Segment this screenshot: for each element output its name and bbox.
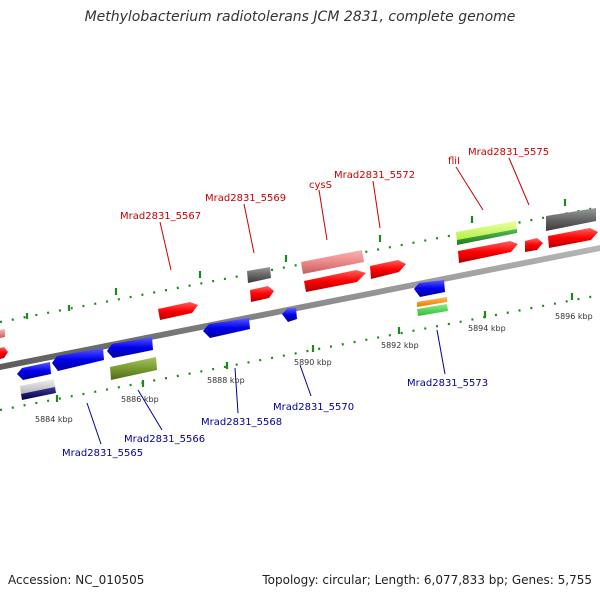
- gene-mrad2831-5568[interactable]: [203, 318, 250, 338]
- gene-mrad2831-5572[interactable]: [370, 260, 406, 279]
- gene-flil-green[interactable]: [457, 229, 517, 245]
- forward-gene-labels: Mrad2831_5567 Mrad2831_5569 cysS Mrad283…: [120, 147, 549, 222]
- tick-label-5886: 5886 kbp: [121, 395, 159, 404]
- gene-mrad2831-5573-orange[interactable]: [417, 297, 447, 307]
- gene-mrad2831-5575[interactable]: [548, 228, 598, 248]
- genome-summary-text: Topology: circular; Length: 6,077,833 bp…: [262, 573, 592, 587]
- gene-mrad2831-5565-b[interactable]: [52, 348, 104, 371]
- tick-label-5896: 5896 kbp: [555, 312, 593, 321]
- forward-label-leaders: [159, 157, 530, 271]
- gene-label-mrad2831-5572[interactable]: Mrad2831_5572: [334, 170, 415, 181]
- tick-label-5894: 5894 kbp: [468, 324, 506, 333]
- gene-flil[interactable]: [458, 241, 518, 263]
- gene-mrad2831-5565-a[interactable]: [17, 362, 51, 380]
- reverse-gene-labels: Mrad2831_5565 Mrad2831_5566 Mrad2831_556…: [62, 378, 488, 459]
- gene-cyss-pink[interactable]: [301, 250, 364, 274]
- gene-label-mrad2831-5565[interactable]: Mrad2831_5565: [62, 448, 143, 459]
- major-ticks: [25, 199, 574, 402]
- gene-label-flil[interactable]: fliI: [448, 156, 460, 167]
- gene-mrad2831-5566[interactable]: [107, 337, 153, 358]
- gene-partial-left-red[interactable]: [0, 347, 8, 359]
- gene-mrad2831-5575-gray[interactable]: [546, 208, 596, 231]
- gene-label-mrad2831-5567[interactable]: Mrad2831_5567: [120, 211, 201, 222]
- gene-mrad2831-5575-small[interactable]: [525, 238, 543, 252]
- forward-genes: [0, 208, 598, 359]
- gene-label-mrad2831-5573[interactable]: Mrad2831_5573: [407, 378, 488, 389]
- gene-label-mrad2831-5569[interactable]: Mrad2831_5569: [205, 193, 286, 204]
- gene-mrad2831-5567[interactable]: [158, 302, 198, 320]
- reverse-label-leaders: [86, 329, 446, 445]
- reverse-genes: [17, 280, 448, 400]
- gene-cyss[interactable]: [304, 270, 366, 292]
- tick-labels: 5884 kbp 5886 kbp 5888 kbp 5890 kbp 5892…: [35, 312, 593, 424]
- tick-label-5884: 5884 kbp: [35, 415, 73, 424]
- gene-label-mrad2831-5575[interactable]: Mrad2831_5575: [468, 147, 549, 158]
- gene-mrad2831-5573[interactable]: [414, 280, 445, 297]
- genome-title: Methylobacterium radiotolerans JCM 2831,…: [84, 9, 516, 25]
- tick-label-5892: 5892 kbp: [381, 341, 419, 350]
- gene-mrad2831-5573-green[interactable]: [417, 304, 448, 316]
- tick-label-5888: 5888 kbp: [207, 376, 245, 385]
- gene-partial-left-pink[interactable]: [0, 329, 5, 338]
- gene-label-cyss[interactable]: cysS: [309, 180, 332, 191]
- gene-mrad2831-5570[interactable]: [282, 308, 297, 322]
- gene-mrad2831-5565-silver[interactable]: [20, 379, 55, 395]
- gene-mrad2831-5565-navy[interactable]: [21, 387, 56, 400]
- tick-label-5890: 5890 kbp: [294, 358, 332, 367]
- gene-mrad2831-5566-olive[interactable]: [110, 357, 157, 380]
- gene-label-mrad2831-5566[interactable]: Mrad2831_5566: [124, 434, 205, 445]
- gene-mrad2831-5569-gray[interactable]: [247, 267, 271, 283]
- gene-label-mrad2831-5570[interactable]: Mrad2831_5570: [273, 402, 354, 413]
- gene-label-mrad2831-5568[interactable]: Mrad2831_5568: [201, 417, 282, 428]
- gene-mrad2831-5569[interactable]: [250, 286, 274, 302]
- accession-text: Accession: NC_010505: [8, 573, 145, 587]
